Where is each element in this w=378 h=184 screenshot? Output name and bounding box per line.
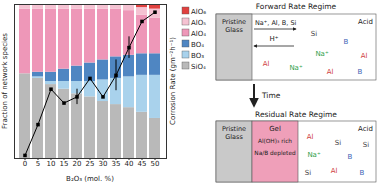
svg-text:Time: Time bbox=[261, 91, 281, 100]
svg-text:50: 50 bbox=[151, 160, 160, 168]
svg-text:B: B bbox=[348, 153, 353, 161]
svg-text:Al: Al bbox=[263, 60, 270, 68]
svg-text:Al: Al bbox=[327, 68, 334, 76]
svg-text:0: 0 bbox=[23, 160, 27, 168]
svg-text:B: B bbox=[358, 68, 363, 76]
svg-text:5: 5 bbox=[36, 160, 40, 168]
svg-text:Forward Rate Regime: Forward Rate Regime bbox=[256, 2, 337, 11]
svg-text:Acid: Acid bbox=[358, 125, 373, 133]
svg-text:Al: Al bbox=[361, 52, 368, 60]
svg-text:10: 10 bbox=[47, 160, 56, 168]
svg-text:Na⁺: Na⁺ bbox=[315, 50, 329, 58]
svg-text:Al(OH)₃ rich: Al(OH)₃ rich bbox=[258, 138, 292, 144]
svg-text:PristineGlass: PristineGlass bbox=[222, 18, 246, 34]
svg-text:45: 45 bbox=[138, 160, 147, 168]
svg-text:BO₄: BO₄ bbox=[191, 41, 204, 49]
svg-text:B: B bbox=[360, 169, 365, 177]
svg-text:Fraction of network species: Fraction of network species bbox=[1, 33, 9, 129]
svg-text:25: 25 bbox=[86, 160, 95, 168]
svg-text:Na⁺, Al, B, Si: Na⁺, Al, B, Si bbox=[255, 19, 297, 27]
svg-text:Acid: Acid bbox=[358, 18, 373, 26]
svg-text:30: 30 bbox=[99, 160, 108, 168]
svg-text:Corrosion Rate (gm⁻²h⁻¹): Corrosion Rate (gm⁻²h⁻¹) bbox=[169, 37, 177, 125]
svg-text:Al: Al bbox=[331, 167, 338, 175]
svg-text:Al: Al bbox=[307, 133, 314, 141]
svg-text:Si: Si bbox=[305, 169, 311, 177]
svg-text:AlO₆: AlO₆ bbox=[191, 8, 206, 16]
svg-text:Gel: Gel bbox=[269, 125, 281, 133]
svg-text:35: 35 bbox=[112, 160, 121, 168]
svg-text:H⁺: H⁺ bbox=[270, 35, 279, 43]
svg-text:B₂O₃ (mol. %): B₂O₃ (mol. %) bbox=[66, 175, 114, 183]
svg-text:Na⁺: Na⁺ bbox=[289, 64, 303, 72]
svg-text:SiO₄: SiO₄ bbox=[191, 63, 206, 71]
svg-text:Si: Si bbox=[311, 30, 317, 38]
svg-text:PristineGlass: PristineGlass bbox=[222, 125, 246, 141]
svg-text:AlO₅: AlO₅ bbox=[191, 19, 206, 27]
svg-text:Si: Si bbox=[363, 141, 369, 149]
svg-text:Na/B depleted: Na/B depleted bbox=[254, 150, 296, 157]
svg-text:20: 20 bbox=[73, 160, 82, 168]
svg-text:Na⁺: Na⁺ bbox=[307, 151, 321, 159]
svg-text:BO₃: BO₃ bbox=[191, 52, 204, 60]
svg-text:AlO₄: AlO₄ bbox=[191, 30, 206, 38]
svg-text:15: 15 bbox=[60, 160, 69, 168]
svg-text:Si: Si bbox=[335, 139, 341, 147]
svg-text:Residual Rate Regime: Residual Rate Regime bbox=[255, 110, 337, 119]
svg-text:B: B bbox=[344, 38, 349, 46]
svg-text:40: 40 bbox=[125, 160, 134, 168]
